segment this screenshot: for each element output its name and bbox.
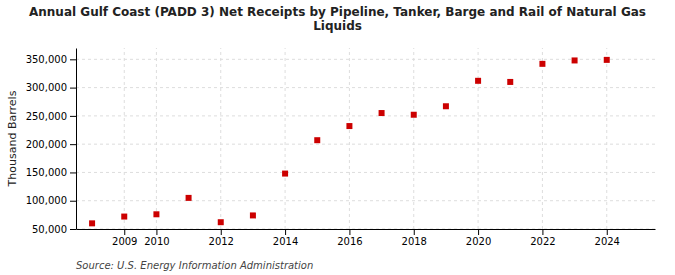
title-line: Liquids: [313, 19, 362, 33]
tick-label: 2012: [209, 236, 234, 247]
tick-mark: [70, 88, 76, 89]
data-point: [443, 103, 449, 109]
tick-mark: [70, 201, 76, 202]
x-tick: 2022: [530, 229, 555, 247]
tick-label: 250,000: [26, 111, 67, 122]
y-tick: 300,000: [26, 82, 76, 93]
tick-mark: [285, 229, 286, 235]
grid-line-y: [76, 200, 655, 201]
axis-line: [76, 49, 77, 230]
y-tick: 50,000: [32, 224, 76, 235]
data-point: [604, 57, 610, 63]
grid-line-y: [76, 144, 655, 145]
tick-label: 2016: [337, 236, 362, 247]
tick-mark: [70, 59, 76, 60]
grid-line-x: [349, 48, 350, 229]
x-tick: 2010: [144, 229, 169, 247]
tick-mark: [156, 229, 157, 235]
tick-mark: [349, 229, 350, 235]
grid-line-x: [542, 48, 543, 229]
tick-mark: [70, 172, 76, 173]
grid: [76, 48, 655, 229]
points: [89, 57, 610, 226]
data-point: [218, 219, 224, 225]
title: Annual Gulf Coast (PADD 3) Net Receipts …: [29, 5, 646, 33]
tick-mark: [478, 229, 479, 235]
tick-label: 2020: [466, 236, 491, 247]
data-point: [282, 171, 288, 177]
grid-line-x: [606, 48, 607, 229]
tick-label: 2014: [273, 236, 298, 247]
x-tick: 2012: [209, 229, 234, 247]
tick-mark: [70, 144, 76, 145]
tick-label: 50,000: [32, 224, 67, 235]
y-tick: 350,000: [26, 54, 76, 65]
grid-line-x: [220, 48, 221, 229]
data-point: [379, 110, 385, 116]
x-tick: 2024: [595, 229, 620, 247]
tick-label: 2018: [402, 236, 427, 247]
tick-mark: [124, 229, 125, 235]
grid-line-x: [413, 48, 414, 229]
grid-line-x: [156, 48, 157, 229]
y-axis: 50,000 100,000 150,000 200,000 250,000 300,00…: [26, 49, 77, 235]
tick-label: 2009: [112, 236, 137, 247]
data-point: [250, 212, 256, 218]
grid-line-x: [124, 48, 125, 229]
data-point: [572, 57, 578, 63]
data-point: [186, 195, 192, 201]
tick-label: 2024: [595, 236, 620, 247]
y-tick: 200,000: [26, 139, 76, 150]
grid-line-x: [285, 48, 286, 229]
tick-label: 350,000: [26, 54, 67, 65]
tick-label: 150,000: [26, 167, 67, 178]
tick-mark: [70, 229, 76, 230]
grid-line-y: [76, 115, 655, 116]
y-tick: 250,000: [26, 111, 76, 122]
grid-line-y: [76, 172, 655, 173]
x-tick: 2014: [273, 229, 298, 247]
y-tick: 100,000: [26, 195, 76, 206]
data-point: [89, 220, 95, 226]
tick-label: 200,000: [26, 139, 67, 150]
data-point: [314, 137, 320, 143]
data-point: [539, 61, 545, 67]
x-tick: 2020: [466, 229, 491, 247]
y-tick: 150,000: [26, 167, 76, 178]
tick-mark: [607, 229, 608, 235]
data-point: [153, 211, 159, 217]
data-point: [507, 79, 513, 85]
x-tick: 2009: [112, 229, 137, 247]
tick-mark: [414, 229, 415, 235]
x-tick: 2016: [337, 229, 362, 247]
tick-mark: [70, 116, 76, 117]
tick-label: 100,000: [26, 195, 67, 206]
chart: Annual Gulf Coast (PADD 3) Net Receipts …: [0, 0, 675, 275]
y-axis-label: Thousand Barrels: [6, 90, 19, 187]
x-axis: 2009 2010 2012 2014 2016 2018 2020 2022 2024: [77, 229, 656, 247]
grid-line-x: [478, 48, 479, 229]
data-point: [411, 112, 417, 118]
tick-label: 300,000: [26, 82, 67, 93]
data-point: [346, 123, 352, 129]
tick-mark: [221, 229, 222, 235]
grid-line-y: [76, 229, 655, 230]
title-line: Annual Gulf Coast (PADD 3) Net Receipts …: [29, 5, 646, 19]
tick-label: 2022: [530, 236, 555, 247]
grid-line-y: [76, 59, 655, 60]
tick-label: 2010: [144, 236, 169, 247]
grid-line-y: [76, 87, 655, 88]
x-tick: 2018: [402, 229, 427, 247]
data-point: [475, 78, 481, 84]
tick-mark: [542, 229, 543, 235]
source-note: Source: U.S. Energy Information Administ…: [76, 260, 313, 271]
data-point: [121, 214, 127, 220]
axis-line: [77, 229, 656, 230]
